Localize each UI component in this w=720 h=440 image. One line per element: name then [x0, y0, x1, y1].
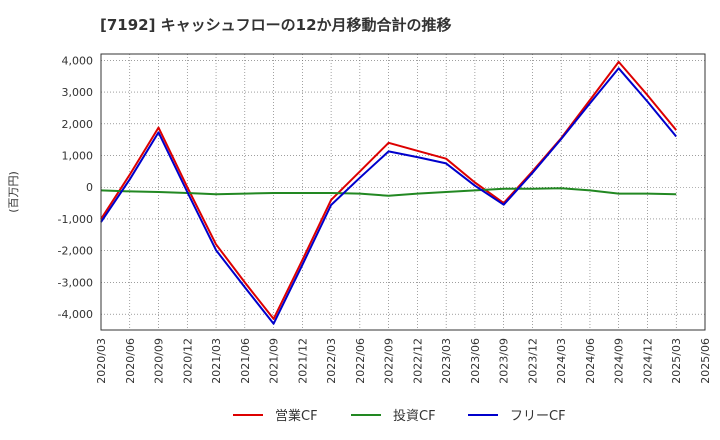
- y-axis-label: (百万円): [7, 171, 20, 213]
- x-tick-label: 2024/09: [613, 338, 626, 384]
- x-tick-label: 2024/06: [584, 338, 597, 384]
- x-tick-label: 2023/03: [440, 338, 453, 384]
- x-tick-label: 2023/09: [498, 338, 511, 384]
- x-tick-label: 2024/12: [641, 338, 654, 384]
- x-tick-label: 2020/06: [124, 338, 137, 384]
- x-tick-label: 2020/09: [153, 338, 166, 384]
- x-tick-label: 2024/03: [555, 338, 568, 384]
- y-tick-label: -2,000: [58, 245, 93, 258]
- x-tick-label: 2020/12: [181, 338, 194, 384]
- x-tick-label: 2022/12: [411, 338, 424, 384]
- legend-label: 投資CF: [393, 408, 436, 424]
- x-tick-label: 2022/09: [383, 338, 396, 384]
- x-tick-label: 2022/03: [325, 338, 338, 384]
- legend-label: 営業CF: [275, 408, 318, 424]
- x-tick-label: 2023/06: [469, 338, 482, 384]
- x-tick-label: 2021/06: [239, 338, 252, 384]
- series-lines: [100, 60, 677, 325]
- plot-border: [100, 53, 706, 331]
- y-tick-label: -1,000: [58, 213, 93, 226]
- plot-area: [101, 54, 705, 330]
- y-tick-label: 0: [86, 181, 93, 194]
- x-tick-label: 2021/03: [210, 338, 223, 384]
- y-tick-label: 2,000: [62, 118, 94, 131]
- x-tick-label: 2021/12: [296, 338, 309, 384]
- y-tick-label: 1,000: [62, 150, 94, 163]
- legend-label: フリーCF: [510, 409, 566, 424]
- plot-background: [101, 54, 705, 330]
- x-tick-label: 2025/03: [670, 338, 683, 384]
- y-tick-label: 3,000: [62, 86, 94, 99]
- legend: 営業CF 投資CF フリーCF: [233, 408, 566, 424]
- series-line: [100, 60, 677, 320]
- series-line: [100, 187, 677, 197]
- x-tick-label: 2022/06: [354, 338, 367, 384]
- chart-title: [7192] キャッシュフローの12か月移動合計の推移: [100, 16, 452, 34]
- series-line: [100, 67, 677, 325]
- x-tick-label: 2021/09: [268, 338, 281, 384]
- axes: 4,000 3,000 2,000 1,000 0 -1,000 -2,000 -3,000 -…: [58, 53, 712, 384]
- x-tick-label: 2025/06: [699, 338, 712, 384]
- y-tick-label: -4,000: [58, 308, 93, 321]
- x-tick-label: 2020/03: [95, 338, 108, 384]
- y-tick-label: -3,000: [58, 276, 93, 289]
- y-tick-label: 4,000: [62, 54, 94, 67]
- x-tick-label: 2023/12: [526, 338, 539, 384]
